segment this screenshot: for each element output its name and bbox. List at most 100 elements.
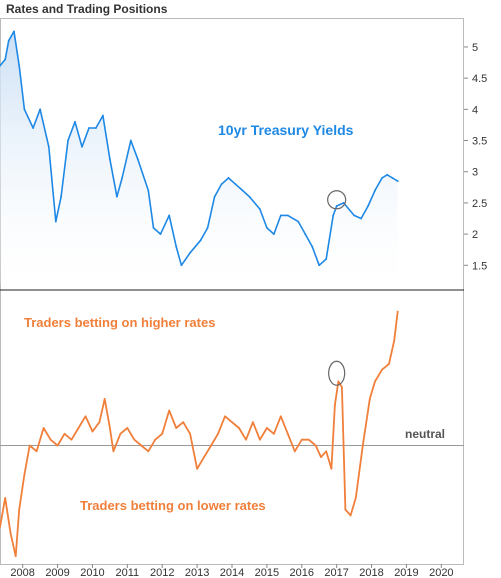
treasury-point <box>147 189 150 192</box>
positions-point <box>393 339 396 342</box>
x-tick-label: 2012 <box>150 567 174 578</box>
y-tick-label: 1.5 <box>472 260 487 272</box>
treasury-point <box>102 114 104 117</box>
treasury-point <box>220 183 223 186</box>
y-tick-label: 5 <box>472 42 478 54</box>
x-tick-label: 2015 <box>255 567 279 578</box>
positions-point <box>320 456 322 459</box>
treasury-point <box>23 108 26 111</box>
treasury-point <box>318 264 321 267</box>
treasury-point <box>234 183 237 186</box>
positions-point <box>108 427 111 429</box>
positions-point <box>300 438 303 441</box>
positions-point <box>279 415 282 418</box>
positions-point <box>23 473 26 476</box>
positions-point <box>161 432 164 435</box>
treasury-yield-line <box>0 30 399 267</box>
treasury-point <box>4 58 7 61</box>
positions-point <box>354 497 357 499</box>
positions-panel <box>0 310 464 558</box>
positions-point <box>361 444 364 447</box>
positions-point <box>56 444 59 447</box>
x-tick-label: 2018 <box>359 567 383 578</box>
positions-point <box>217 432 219 435</box>
treasury-point <box>81 145 83 148</box>
x-tick-label: 2016 <box>290 567 314 578</box>
treasury-point <box>47 145 50 148</box>
treasury-point <box>265 226 268 229</box>
positions-point <box>154 438 157 441</box>
positions-point <box>126 427 129 429</box>
positions-point <box>0 526 1 528</box>
x-tick-label: 2010 <box>80 567 104 578</box>
treasury-point <box>168 214 171 217</box>
treasury-point <box>391 177 394 179</box>
treasury-point <box>74 120 76 123</box>
treasury-point <box>88 127 90 129</box>
x-tick-label: 2019 <box>394 567 418 578</box>
x-tick-label: 2009 <box>45 567 69 578</box>
positions-point <box>334 403 336 406</box>
positions-point <box>203 456 205 459</box>
lower-rates-label: Traders betting on lower rates <box>80 498 266 513</box>
positions-point <box>77 427 80 429</box>
positions-point <box>293 450 296 453</box>
treasury-point <box>342 202 345 204</box>
treasury-yields-label: 10yr Treasury Yields <box>218 122 354 138</box>
positions-point <box>265 427 268 429</box>
treasury-point <box>95 127 97 129</box>
positions-point <box>182 421 185 424</box>
x-tick-label: 2013 <box>185 567 209 578</box>
treasury-point <box>67 139 69 142</box>
x-axis-ticks: 2008 2009 2010 2011 2012 2013 2014 2015 2016 2017… <box>10 564 454 578</box>
positions-point <box>133 438 136 441</box>
x-tick-label: 2017 <box>324 567 348 578</box>
positions-point <box>314 444 317 447</box>
treasury-point <box>286 214 289 217</box>
treasury-point <box>159 233 162 235</box>
positions-point <box>84 415 87 418</box>
treasury-point <box>259 208 261 211</box>
x-tick-label: 2020 <box>429 567 453 578</box>
positions-point <box>231 421 233 424</box>
treasury-point <box>189 251 192 254</box>
positions-point <box>189 432 192 435</box>
treasury-panel <box>0 30 399 285</box>
positions-point <box>252 421 254 424</box>
treasury-point <box>279 214 282 217</box>
treasury-point <box>335 205 338 207</box>
positions-point <box>245 438 247 441</box>
treasury-point <box>396 180 399 182</box>
positions-point <box>112 450 115 453</box>
y-tick-label: 4.5 <box>472 73 487 85</box>
positions-point <box>18 508 21 511</box>
y-tick-label: 4 <box>472 104 478 116</box>
positions-point <box>349 514 352 517</box>
positions-point <box>396 310 399 313</box>
treasury-point <box>60 195 62 198</box>
treasury-point <box>13 30 15 33</box>
positions-point <box>272 432 275 435</box>
positions-point <box>42 427 45 429</box>
treasury-point <box>206 226 209 229</box>
treasury-point <box>381 177 383 179</box>
positions-point <box>168 409 171 412</box>
treasury-area <box>0 31 398 285</box>
positions-point <box>259 438 261 441</box>
treasury-point <box>272 233 275 235</box>
positions-point <box>9 531 12 534</box>
positions-point <box>147 450 150 453</box>
positions-point <box>49 438 52 441</box>
positions-point <box>286 432 289 435</box>
positions-point <box>238 427 240 429</box>
treasury-point <box>129 139 132 142</box>
treasury-point <box>199 239 202 242</box>
treasury-point <box>54 220 57 223</box>
treasury-point <box>311 245 314 248</box>
treasury-point <box>304 233 307 235</box>
treasury-point <box>353 214 356 217</box>
positions-point <box>344 508 347 511</box>
y-tick-label: 2.5 <box>472 198 487 210</box>
positions-point <box>175 427 178 429</box>
